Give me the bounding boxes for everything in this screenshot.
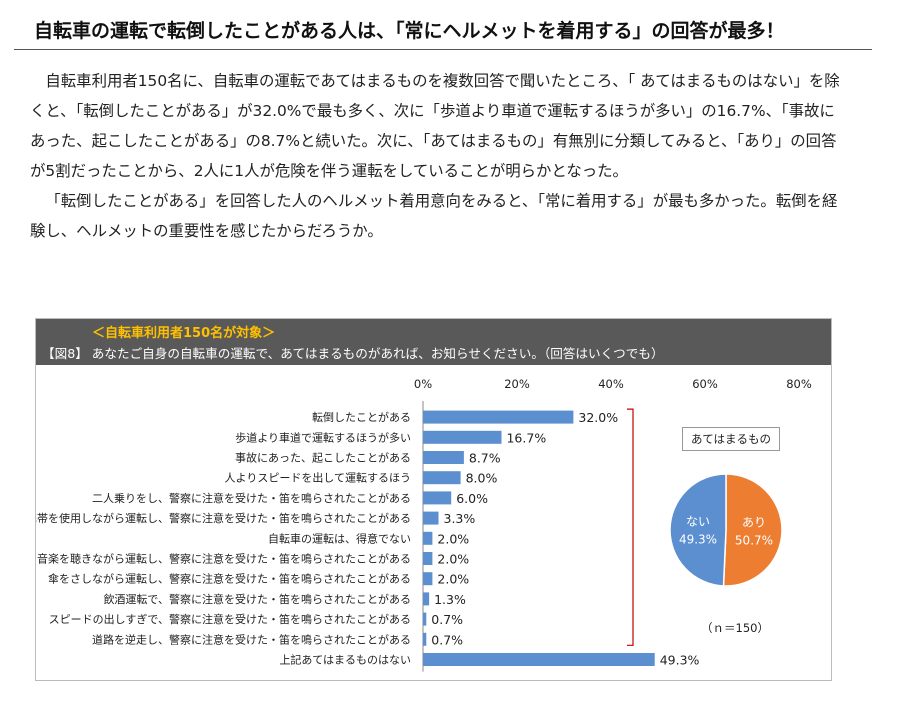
category-label: 上記あてはまるものはない bbox=[279, 653, 411, 667]
data-label: 3.3% bbox=[444, 511, 476, 526]
data-label: 8.7% bbox=[469, 451, 501, 466]
data-label: 2.0% bbox=[437, 572, 469, 587]
data-label: 16.7% bbox=[506, 430, 546, 445]
headline-rule bbox=[14, 49, 872, 50]
category-label: 飲酒運転で、警察に注意を受けた・笛を鳴らされたことがある bbox=[103, 592, 411, 606]
body-text: 自転車利用者150名に、自転車の運転であてはまるものを複数回答で聞いたところ、「… bbox=[30, 66, 840, 246]
data-label: 6.0% bbox=[456, 491, 488, 506]
category-label: 人よりスピードを出して運転するほう bbox=[225, 471, 411, 485]
category-label: 転倒したことがある bbox=[312, 410, 411, 424]
figure-header: ＜自転車利用者150名が対象＞ 【図8】 あなたご自身の自転車の運転で、あてはま… bbox=[36, 319, 831, 365]
pie-slice-value: 50.7% bbox=[735, 534, 773, 548]
bar bbox=[423, 471, 461, 485]
category-label: 音楽を聴きながら運転し、警察に注意を受けた・笛を鳴らされたことがある bbox=[37, 552, 411, 566]
bar-chart: 0% 20% 40% 60% 80% 転倒したことがある 32.0% 歩道より車道で運転するほ… bbox=[36, 377, 812, 672]
bar bbox=[423, 491, 452, 505]
figure-subtitle: ＜自転車利用者150名が対象＞ bbox=[92, 326, 276, 341]
bar bbox=[423, 552, 433, 565]
data-label: 1.3% bbox=[434, 592, 466, 607]
bar bbox=[423, 632, 427, 646]
data-label: 0.7% bbox=[431, 612, 463, 627]
figure-title: 【図8】 あなたご自身の自転車の運転で、あてはまるものがあれば、お知らせください… bbox=[42, 346, 664, 361]
bar bbox=[423, 592, 430, 606]
pie-slice bbox=[669, 473, 727, 587]
data-label: 8.0% bbox=[466, 471, 498, 486]
bar bbox=[423, 511, 439, 525]
category-label: 事故にあった、起こしたことがある bbox=[235, 451, 411, 465]
pie-slice-label: ない bbox=[686, 514, 710, 528]
sample-size-note: （ｎ＝150） bbox=[701, 621, 769, 635]
bar bbox=[423, 572, 433, 586]
bar bbox=[423, 430, 502, 444]
data-label: 0.7% bbox=[431, 632, 463, 647]
data-label: 49.3% bbox=[660, 653, 700, 668]
pie-chart: あり 50.7% ない 49.3% bbox=[669, 473, 783, 587]
bar bbox=[423, 410, 574, 424]
category-label: 自転車の運転は、得意でない bbox=[268, 531, 411, 545]
x-tick-label: 20% bbox=[504, 377, 530, 391]
x-tick-label: 80% bbox=[786, 377, 812, 391]
bar bbox=[423, 612, 427, 626]
category-label: 傘をさしながら運転し、警察に注意を受けた・笛を鳴らされたことがある bbox=[48, 572, 411, 586]
category-label: スピードの出しすぎで、警察に注意を受けた・笛を鳴らされたことがある bbox=[49, 612, 411, 626]
data-label: 2.0% bbox=[437, 552, 469, 567]
bar bbox=[423, 451, 464, 464]
x-tick-label: 0% bbox=[414, 377, 432, 391]
bar bbox=[423, 653, 655, 666]
data-label: 32.0% bbox=[578, 410, 618, 425]
category-label: 歩道より車道で運転するほうが多い bbox=[235, 430, 411, 444]
data-label: 2.0% bbox=[437, 531, 469, 546]
bar bbox=[423, 531, 433, 545]
paragraph-1: 自転車利用者150名に、自転車の運転であてはまるものを複数回答で聞いたところ、「… bbox=[30, 72, 840, 180]
category-label: 道路を逆走し、警察に注意を受けた・笛を鳴らされたことがある bbox=[92, 632, 411, 646]
pie-title: あてはまるもの bbox=[682, 427, 780, 451]
paragraph-2: 「転倒したことがある」を回答した人のヘルメット着用意向をみると、「常に着用する」… bbox=[30, 192, 838, 240]
category-label: 二人乗りをし、警察に注意を受けた・笛を鳴らされたことがある bbox=[92, 491, 411, 505]
pie-slice-value: 49.3% bbox=[679, 532, 717, 546]
pie-slice-label: あり bbox=[742, 516, 766, 530]
category-label: 携帯を使用しながら運転し、警察に注意を受けた・笛を鳴らされたことがある bbox=[36, 511, 411, 525]
headline: 自転車の運転で転倒したことがある人は、「常にヘルメットを着用する」の回答が最多！ bbox=[34, 20, 785, 42]
pie-slice bbox=[722, 473, 783, 587]
x-tick-label: 60% bbox=[692, 377, 718, 391]
x-tick-label: 40% bbox=[598, 377, 624, 391]
group-bracket bbox=[627, 408, 634, 646]
